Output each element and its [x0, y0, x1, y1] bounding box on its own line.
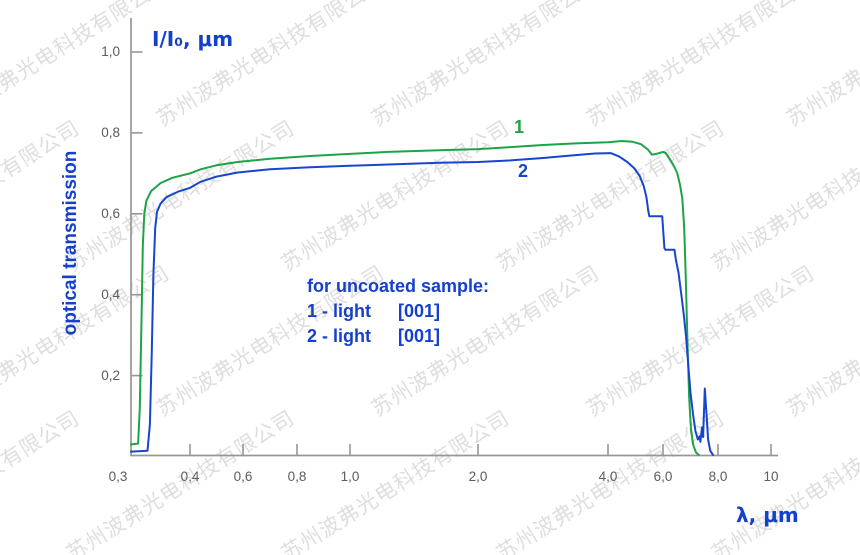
x-axis-title: λ, μm [736, 503, 799, 527]
y-tick-label: 0,6 [101, 205, 120, 221]
x-tick-label: 0,6 [233, 469, 253, 484]
annotation-row-1-name: 1 - light [307, 301, 371, 321]
annotation-row-2: 2 - light [001] [307, 324, 489, 349]
series-2-label: 2 [517, 161, 528, 181]
x-tick-label: 2,0 [468, 469, 488, 484]
y-tick-label: 0,2 [101, 367, 120, 383]
series-1-label: 1 [513, 117, 524, 137]
annotation-row-2-value: [001] [398, 326, 441, 346]
x-tick-label: 8,0 [708, 469, 728, 484]
annotation-row-2-name: 2 - light [307, 326, 371, 346]
y-tick-label: 1,0 [101, 44, 120, 59]
x-tick-label: 1,0 [340, 469, 360, 484]
x-tick-label: 0,4 [180, 469, 200, 484]
series-2-curve [130, 152, 714, 456]
annotation-row-1: 1 - light [001] [307, 299, 489, 324]
y-tick-label: 0,8 [101, 124, 120, 140]
x-tick-label: 0,3 [108, 469, 128, 484]
annotation-row-1-value: [001] [398, 301, 441, 321]
series-1-curve [130, 140, 700, 456]
annotation-block: for uncoated sample: 1 - light [001] 2 -… [307, 274, 489, 349]
x-tick-label: 4,0 [598, 469, 618, 484]
x-tick-label: 0,8 [287, 469, 307, 484]
annotation-title: for uncoated sample: [307, 276, 490, 296]
y-tick-label: 0,4 [101, 286, 120, 302]
y-axis-label: optical transmission [60, 150, 81, 336]
x-tick-label: 6,0 [653, 469, 673, 484]
axis-lines [130, 18, 778, 457]
y-axis-title: I/I₀, μm [152, 27, 234, 51]
x-tick-label: 10 [763, 469, 779, 484]
